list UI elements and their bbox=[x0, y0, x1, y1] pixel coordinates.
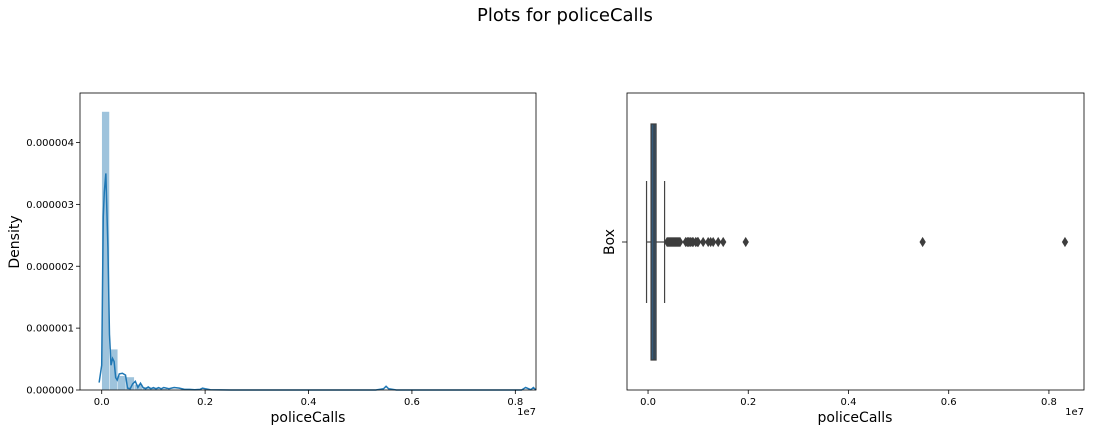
histogram-x-ticks: 0.0 0.2 0.4 0.6 0.8 bbox=[94, 390, 523, 408]
histogram-panel: 0.0 0.2 0.4 0.6 0.8 0.000000 0.000001 0.000002… bbox=[7, 92, 537, 426]
boxplot-y-label: Box bbox=[602, 229, 618, 255]
boxplot-x-offset: 1e7 bbox=[1065, 407, 1084, 418]
histogram-x-label: policeCalls bbox=[271, 410, 346, 426]
boxplot-outlier bbox=[742, 236, 749, 248]
kde-line bbox=[98, 173, 537, 391]
histogram-bar bbox=[117, 375, 127, 391]
boxplot-x-tick-label: 0.0 bbox=[640, 397, 656, 408]
histogram-x-tick-label: 0.0 bbox=[94, 397, 110, 408]
boxplot bbox=[645, 123, 666, 361]
boxplot-outlier bbox=[919, 236, 926, 248]
boxplot-x-tick-label: 0.6 bbox=[941, 397, 957, 408]
boxplot-outlier bbox=[710, 236, 717, 248]
histogram-y-label: Density bbox=[7, 215, 23, 268]
boxplot-outlier bbox=[676, 236, 684, 248]
histogram-x-tick-label: 0.8 bbox=[507, 397, 523, 408]
histogram-y-tick-label: 0.000002 bbox=[26, 262, 74, 273]
histogram-x-tick-label: 0.4 bbox=[301, 397, 317, 408]
histogram-frame bbox=[79, 92, 537, 391]
histogram-y-tick-label: 0.000004 bbox=[26, 138, 74, 149]
boxplot-x-tick-label: 0.4 bbox=[841, 397, 857, 408]
histogram-x-offset: 1e7 bbox=[517, 407, 536, 418]
boxplot-outliers bbox=[663, 236, 1069, 248]
boxplot-frame bbox=[626, 92, 1085, 391]
figure-suptitle: Plots for policeCalls bbox=[477, 5, 653, 26]
histogram-y-ticks: 0.000000 0.000001 0.000002 0.000003 0.000004 bbox=[26, 138, 80, 397]
boxplot-panel: 0.0 0.2 0.4 0.6 0.8 policeCalls Box 1e7 bbox=[602, 92, 1085, 426]
boxplot-outlier bbox=[715, 236, 722, 248]
boxplot-outlier bbox=[695, 236, 702, 248]
histogram-y-tick-label: 0.000000 bbox=[26, 386, 74, 397]
boxplot-x-ticks: 0.0 0.2 0.4 0.6 0.8 bbox=[640, 390, 1057, 408]
histogram-x-tick-label: 0.2 bbox=[197, 397, 213, 408]
boxplot-outlier bbox=[1061, 236, 1069, 248]
histogram-y-tick-label: 0.000001 bbox=[26, 324, 74, 335]
boxplot-outlier bbox=[720, 236, 727, 248]
histogram-y-tick-label: 0.000003 bbox=[26, 200, 74, 211]
boxplot-x-label: policeCalls bbox=[818, 410, 893, 426]
boxplot-outlier bbox=[700, 236, 707, 248]
boxplot-x-tick-label: 0.2 bbox=[740, 397, 756, 408]
histogram-x-tick-label: 0.6 bbox=[404, 397, 420, 408]
boxplot-x-tick-label: 0.8 bbox=[1041, 397, 1057, 408]
histogram-bars bbox=[101, 111, 185, 391]
